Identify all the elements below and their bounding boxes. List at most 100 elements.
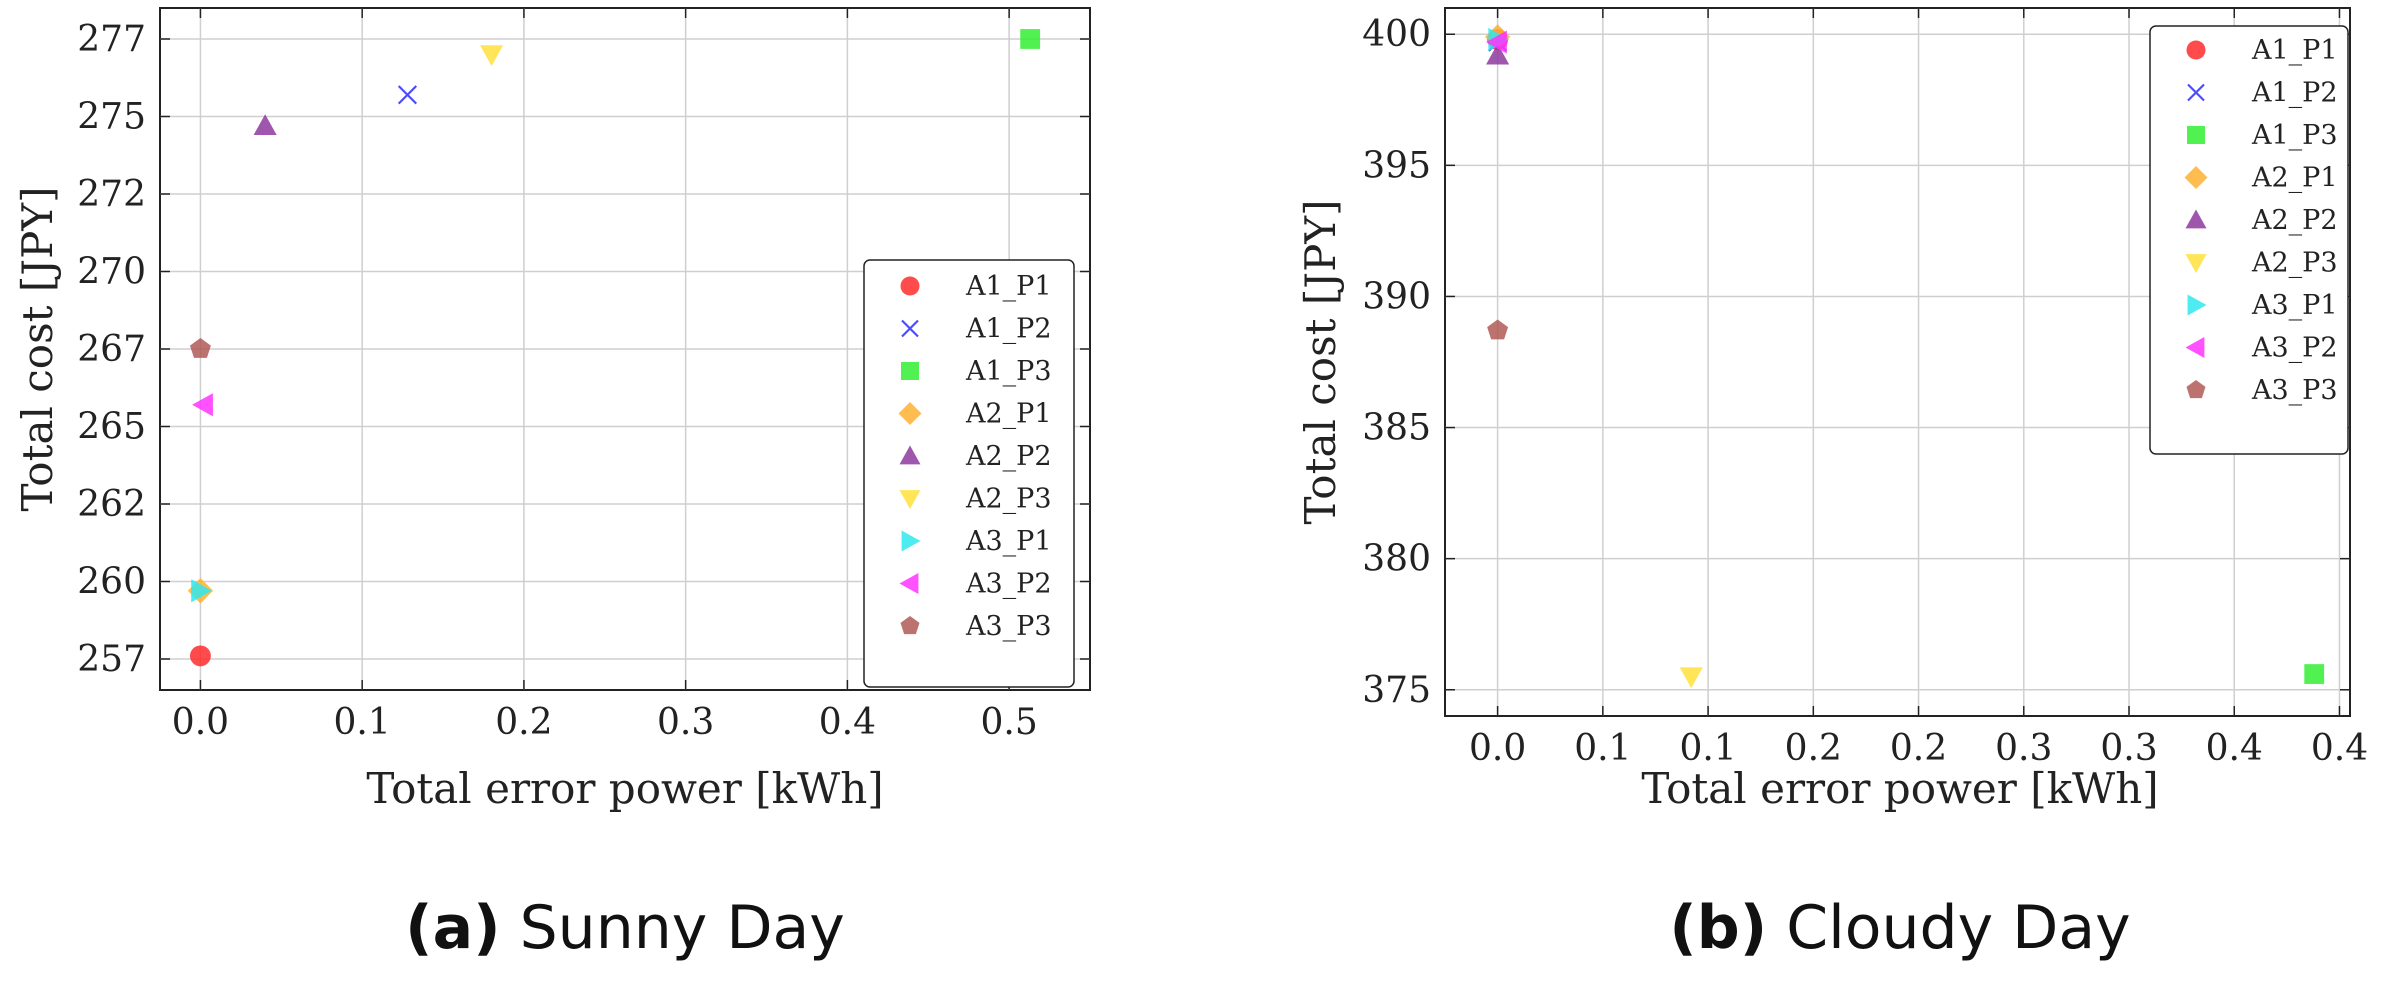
x-tick-label: 0.3 (2100, 728, 2157, 769)
x-tick-label: 0.2 (495, 702, 552, 743)
y-axis-title-sunny: Total cost [JPY] (13, 187, 62, 512)
x-tick-label: 0.4 (2311, 728, 2368, 769)
points-cloudy (1484, 24, 2325, 689)
y-tick-label: 260 (77, 562, 146, 603)
legend-label: A2_P1 (2251, 163, 2338, 194)
x-tick-label: 0.2 (1890, 728, 1947, 769)
caption-text-cloudy: Cloudy Day (1767, 893, 2131, 963)
y-tick-label: 390 (1362, 276, 1431, 317)
legend-marker-a2-p1 (898, 402, 922, 425)
legend-marker-a3-p3 (2186, 380, 2206, 399)
legend-label: A2_P3 (965, 484, 1052, 515)
legend-marker-a1-p2 (901, 319, 919, 338)
data-point-a1-p3 (1020, 29, 1041, 49)
y-tick-label: 270 (77, 252, 146, 293)
legend-label: A3_P2 (2251, 333, 2338, 364)
legend-label: A1_P2 (2251, 78, 2338, 109)
x-ticks-cloudy: 0.0 0.1 0.1 0.2 0.2 0.3 0.3 0.4 0.4 (1469, 8, 2368, 769)
panel-sunny: 257 260 262 265 267 270 272 275 277 0.0 0.1 0.2 0.3… (13, 7, 1091, 963)
legend-cloudy: A1_P1 A1_P2 A1_P3 A2_P1 A2_P2 A2_P3 A3_P1 A3_P2… (2149, 25, 2349, 455)
caption-cloudy: (b) Cloudy Day (1669, 893, 2130, 963)
legend-label: A1_P2 (965, 314, 1052, 345)
x-tick-label: 0.2 (1785, 728, 1842, 769)
data-point-a1-p3 (2304, 664, 2325, 684)
x-tick-label: 0.0 (1469, 728, 1526, 769)
legend-marker-a2-p3 (2185, 254, 2207, 273)
legend-marker-a2-p2 (899, 445, 921, 465)
y-tick-label: 395 (1362, 145, 1431, 186)
data-point-a3-p2 (192, 393, 213, 417)
y-tick-label: 265 (77, 407, 146, 448)
x-tick-label: 0.3 (657, 702, 714, 743)
caption-letter-sunny: (a) (405, 893, 500, 963)
panel-cloudy: 375 380 385 390 395 400 0.0 0.1 0.1 0.2 0.2 0.3 0.3… (1296, 7, 2368, 963)
data-point-a3-p2 (1486, 30, 1507, 54)
x-tick-label: 0.0 (172, 702, 229, 743)
x-ticks-sunny: 0.0 0.1 0.2 0.3 0.4 0.5 (172, 8, 1038, 743)
legend-label: A3_P1 (965, 526, 1052, 557)
legend-marker-a2-p2 (2185, 209, 2207, 229)
points-sunny (187, 29, 1041, 667)
legend-label: A1_P1 (2251, 35, 2338, 66)
data-point-a2-p3 (1679, 667, 1703, 689)
legend-marker-a3-p2 (899, 573, 919, 594)
legend-label: A3_P2 (965, 569, 1052, 600)
x-axis-title-cloudy: Total error power [kWh] (1641, 764, 2158, 813)
y-tick-label: 400 (1362, 14, 1431, 55)
x-tick-label: 0.4 (2206, 728, 2263, 769)
x-tick-label: 0.3 (1995, 728, 2052, 769)
y-tick-label: 375 (1362, 670, 1431, 711)
legend-label: A2_P2 (965, 441, 1052, 472)
data-point-a3-p3 (1487, 319, 1509, 340)
x-tick-label: 0.4 (819, 702, 876, 743)
legend-sunny: A1_P1 A1_P2 A1_P3 A2_P1 A2_P2 A2_P3 A3_P1 A3_P2… (863, 259, 1075, 688)
data-point-a2-p3 (480, 45, 504, 67)
legend-marker-a3-p3 (900, 616, 920, 635)
data-point-a1-p1 (189, 645, 211, 667)
caption-sunny: (a) Sunny Day (405, 893, 845, 963)
legend-label: A2_P1 (965, 399, 1052, 430)
legend-label: A2_P2 (2251, 205, 2338, 236)
data-point-a3-p1 (191, 579, 212, 603)
x-tick-label: 0.5 (980, 702, 1037, 743)
legend-marker-a1-p2 (2187, 83, 2205, 102)
data-point-a2-p2 (253, 114, 277, 136)
legend-marker-a1-p1 (900, 276, 920, 296)
legend-marker-a1-p3 (901, 362, 919, 380)
y-tick-label: 257 (77, 639, 146, 680)
legend-label: A3_P3 (965, 611, 1052, 642)
y-tick-label: 275 (77, 97, 146, 138)
y-axis-title-cloudy: Total cost [JPY] (1296, 200, 1345, 525)
y-ticks-sunny: 257 260 262 265 267 270 272 275 277 (77, 19, 1090, 680)
legend-marker-a1-p3 (2187, 126, 2205, 144)
legend-marker-a2-p3 (899, 490, 921, 509)
x-axis-title-sunny: Total error power [kWh] (366, 764, 883, 813)
y-ticks-cloudy: 375 380 385 390 395 400 (1362, 14, 2350, 711)
legend-label: A1_P3 (965, 356, 1052, 387)
y-tick-label: 267 (77, 329, 146, 370)
legend-label: A1_P1 (965, 271, 1052, 302)
data-point-a3-p3 (189, 338, 211, 358)
legend-label: A3_P3 (2251, 375, 2338, 406)
legend-marker-a2-p1 (2184, 166, 2208, 189)
caption-text-sunny: Sunny Day (501, 893, 845, 963)
caption-letter-cloudy: (b) (1669, 893, 1767, 963)
data-point-a2-p2 (1486, 43, 1510, 65)
legend-label: A1_P3 (2251, 120, 2338, 151)
legend-label: A3_P1 (2251, 290, 2338, 321)
data-point-a1-p2 (397, 85, 418, 105)
legend-marker-a1-p1 (2186, 40, 2206, 60)
legend-marker-a3-p1 (2187, 294, 2207, 316)
x-tick-label: 0.1 (1679, 728, 1736, 769)
x-tick-label: 0.1 (334, 702, 391, 743)
legend-marker-a3-p2 (2185, 337, 2205, 358)
legend-label: A2_P3 (2251, 248, 2338, 279)
y-tick-label: 262 (77, 484, 146, 525)
y-tick-label: 380 (1362, 539, 1431, 580)
y-tick-label: 277 (77, 19, 146, 60)
y-tick-label: 385 (1362, 408, 1431, 449)
legend-marker-a3-p1 (901, 530, 921, 552)
x-tick-label: 0.1 (1574, 728, 1631, 769)
y-tick-label: 272 (77, 174, 146, 215)
